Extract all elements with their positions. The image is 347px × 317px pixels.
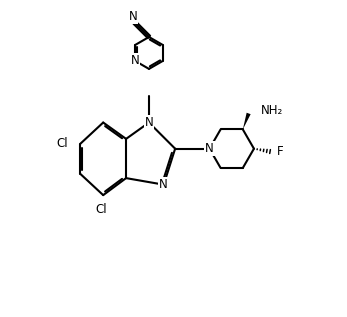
Text: NH₂: NH₂ bbox=[260, 104, 283, 117]
Text: Cl: Cl bbox=[57, 137, 68, 150]
Text: N: N bbox=[159, 178, 168, 191]
Text: N: N bbox=[129, 10, 137, 23]
Polygon shape bbox=[243, 113, 251, 129]
Text: Cl: Cl bbox=[96, 203, 107, 216]
Text: N: N bbox=[205, 142, 214, 155]
Text: N: N bbox=[145, 116, 153, 129]
Text: N: N bbox=[131, 55, 139, 68]
Text: F: F bbox=[277, 145, 284, 158]
